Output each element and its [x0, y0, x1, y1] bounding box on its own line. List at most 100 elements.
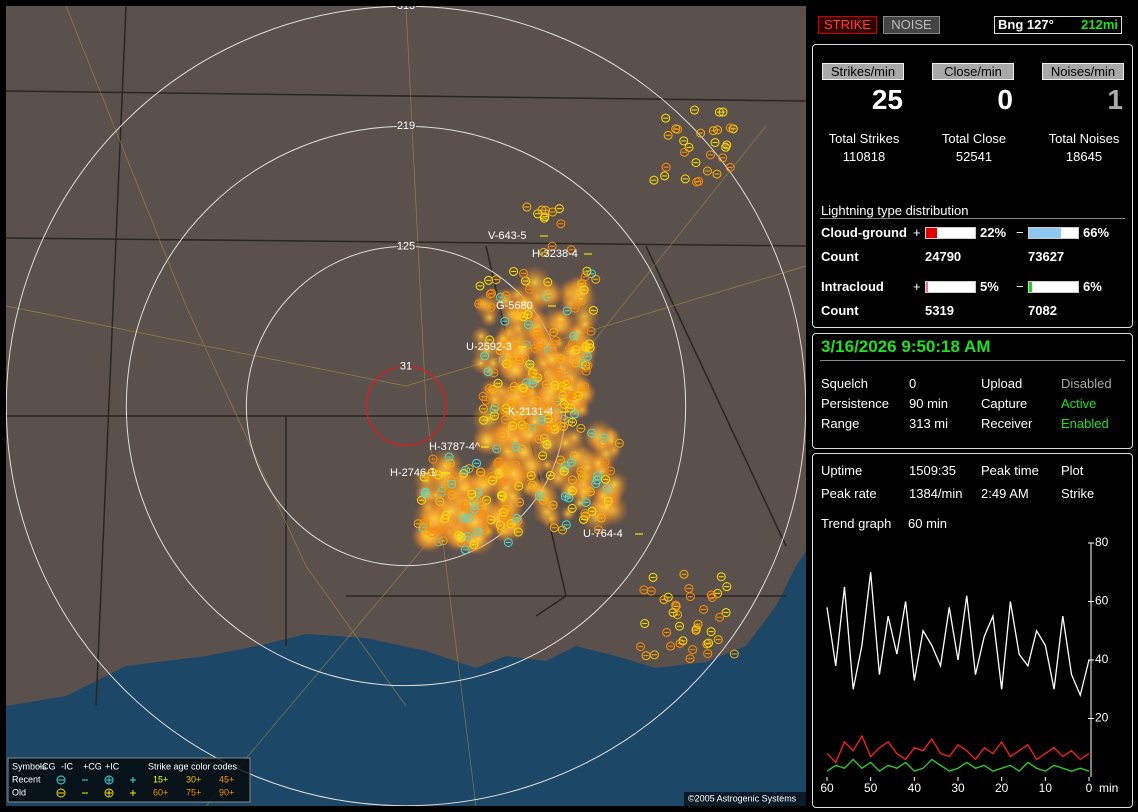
legend-text: Recent [12, 774, 41, 784]
setting-value: Active [1061, 396, 1097, 411]
strike-symbol [678, 636, 688, 646]
strike-symbol [489, 404, 499, 414]
x-tick-label: 20 [995, 781, 1009, 795]
strike-symbol [716, 572, 726, 582]
strike-symbol [537, 205, 547, 215]
strike-symbol [503, 537, 513, 547]
strike-symbol [574, 388, 584, 398]
bearing-box: Bng 127° 212mi [994, 16, 1122, 34]
strike-symbol [659, 595, 669, 605]
strike-symbol [496, 292, 506, 302]
strike-symbol [477, 509, 487, 519]
strike-symbol [600, 457, 610, 467]
strike-symbol [499, 507, 509, 517]
strike-symbol [519, 312, 529, 322]
strike-symbol [570, 409, 580, 419]
strike-symbol [569, 451, 579, 461]
strike-symbol [533, 373, 543, 383]
strike-symbol [470, 504, 480, 514]
strike-symbol [454, 531, 464, 541]
legend-text: 90+ [219, 787, 234, 797]
type-name: Cloud-ground [821, 225, 907, 240]
strike-symbol [473, 487, 483, 497]
strike-symbol [718, 107, 728, 117]
strike-glow [559, 439, 595, 475]
strike-symbol [472, 458, 482, 468]
plot[interactable]: Strike [1061, 486, 1095, 501]
strike-symbol [456, 532, 466, 542]
strike-symbol [718, 153, 728, 163]
clock: 3/16/2026 9:50:18 AM [821, 337, 991, 356]
strike-symbol [580, 508, 590, 518]
strike-symbol [684, 142, 694, 152]
strike-symbol [475, 281, 485, 291]
strike-glow [550, 309, 571, 330]
strike-symbol [725, 123, 735, 133]
storm-label: K-2131-4 [508, 406, 553, 418]
strike-symbol [580, 382, 590, 392]
strike-symbol [696, 128, 706, 138]
count-label: Count [821, 249, 859, 264]
strike-symbol [685, 654, 695, 664]
count: 5319 [925, 303, 954, 318]
strike-button[interactable]: STRIKE [818, 16, 877, 34]
y-tick-label: 20 [1095, 711, 1109, 725]
x-tick-label: 10 [1039, 781, 1053, 795]
strike-symbol [585, 487, 595, 497]
strike-symbol [543, 277, 553, 287]
strike-symbol [702, 639, 712, 649]
strike-symbol [486, 302, 496, 312]
strike-symbol [680, 174, 690, 184]
strike-symbol [523, 309, 533, 319]
trend-line [826, 758, 1090, 772]
range-label: 125 [397, 240, 415, 252]
trend-line [826, 572, 1090, 698]
strike-symbol [512, 513, 522, 523]
storm-label: U-2592-3 [466, 341, 512, 353]
count: 73627 [1028, 249, 1065, 264]
setting-value: Disabled [1061, 376, 1112, 391]
strike-symbol [576, 466, 586, 476]
map: 313 219 125 31 V-643-5 H-3238-4 G-5680 U-2592-3… [6, 6, 806, 806]
legend-text: 75+ [186, 787, 201, 797]
strike-symbol [528, 480, 538, 490]
copyright: ©2005 Astrogenic Systems [688, 793, 797, 803]
strike-symbol [447, 490, 457, 500]
strike-symbol [640, 619, 650, 629]
x-tick-label: 30 [951, 781, 965, 795]
strike-symbol [555, 455, 565, 465]
strike-symbol [421, 530, 431, 540]
strike-symbol [722, 582, 732, 592]
strike-symbol [596, 513, 606, 523]
x-tick-label: 0 [1086, 781, 1093, 795]
strike-symbol [554, 368, 564, 378]
strike-symbol [519, 268, 529, 278]
strike-symbol [706, 627, 716, 637]
legend-text: +CG [83, 761, 102, 771]
strike-symbol [511, 340, 521, 350]
storm-label: U-764-4 [583, 528, 623, 540]
strike-symbol [511, 442, 521, 452]
setting-label: Persistence [821, 396, 889, 411]
strike-glow [575, 314, 595, 335]
strike-symbol [710, 138, 720, 148]
strike-symbol [699, 604, 709, 614]
percent-fill [926, 228, 937, 238]
strike-symbol [660, 171, 670, 181]
strike-symbol [522, 202, 532, 212]
strike-symbol [704, 638, 714, 648]
trend-label: Trend graph [821, 516, 892, 531]
strike-symbol [476, 467, 486, 477]
noise-button[interactable]: NOISE [883, 16, 940, 34]
strike-symbol [467, 489, 477, 499]
strike-symbol [692, 177, 702, 187]
strike-symbol [542, 439, 552, 449]
strike-symbol [478, 391, 488, 401]
strike-symbol [539, 247, 549, 257]
x-unit: min [1099, 781, 1118, 795]
peak-time: 2:49 AM [981, 486, 1029, 501]
percent-bar [1028, 227, 1079, 239]
strike-symbol [568, 391, 578, 401]
strike-symbol [506, 519, 516, 529]
